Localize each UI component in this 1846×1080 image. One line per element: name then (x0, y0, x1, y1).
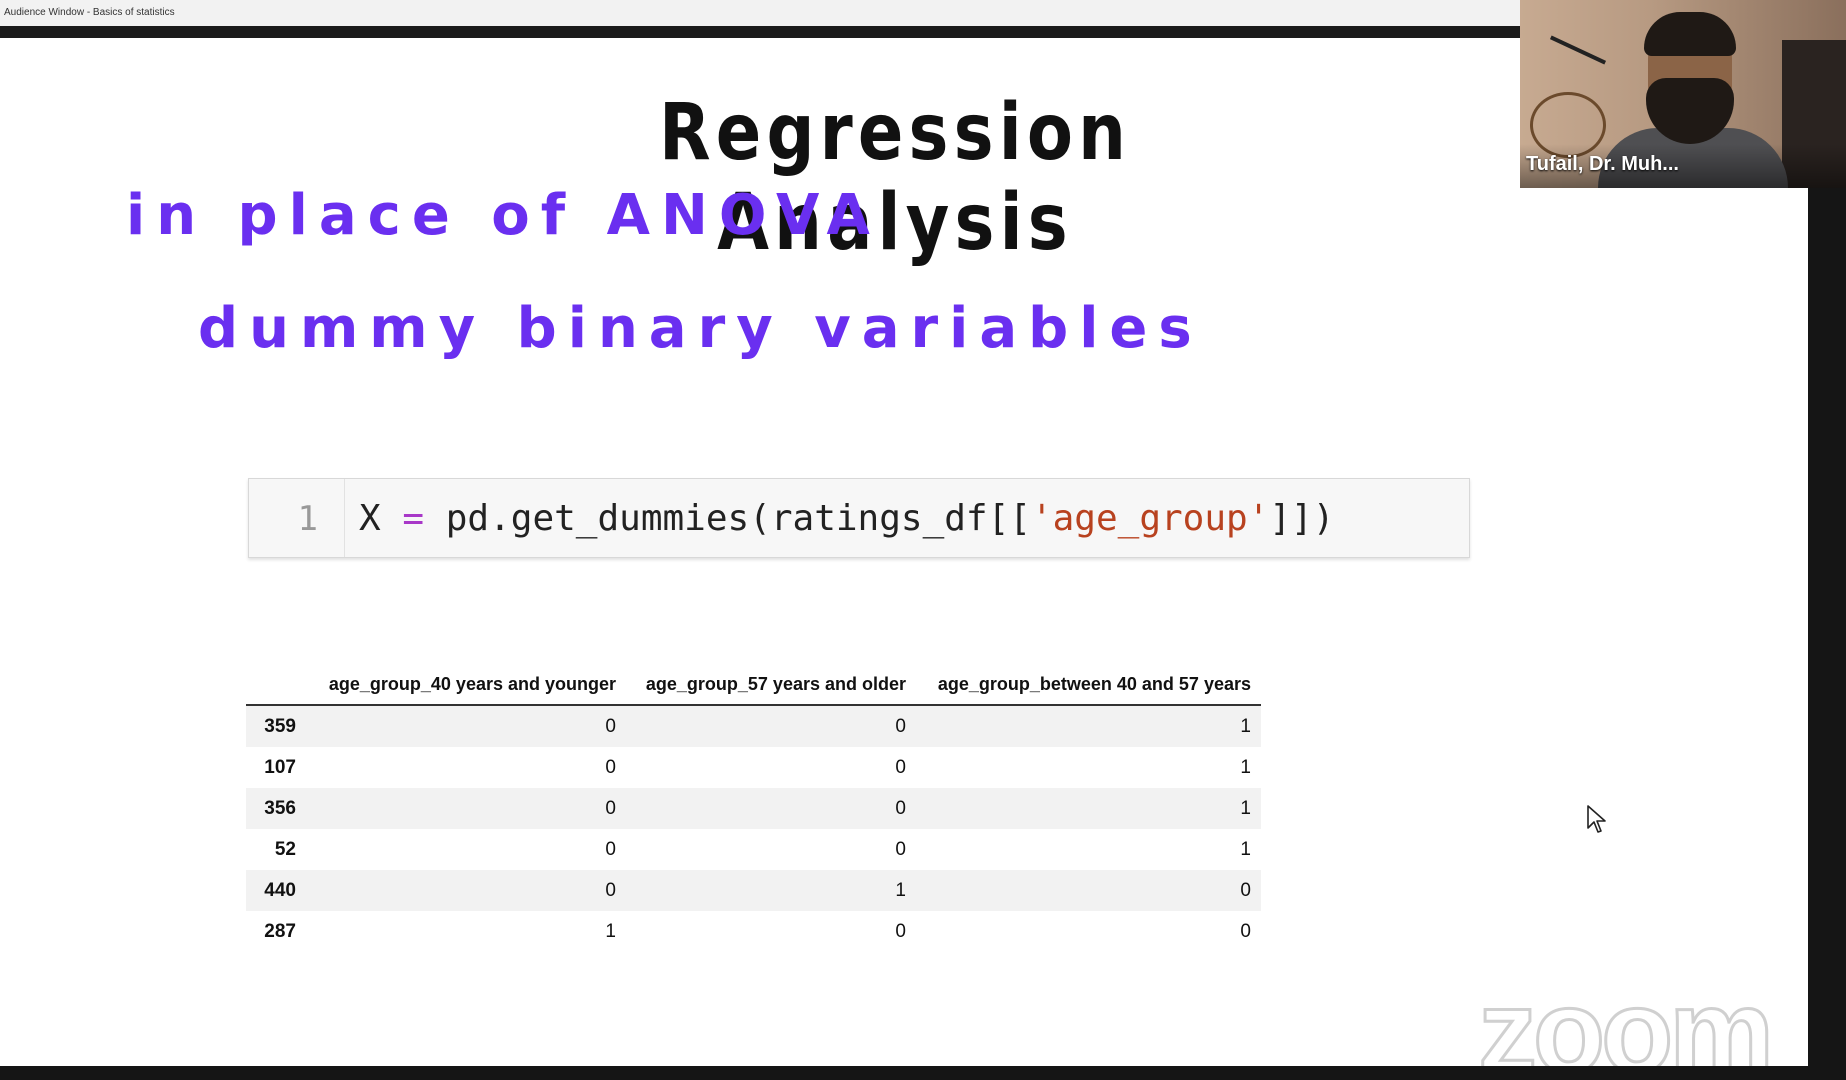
video-chair (1530, 92, 1606, 158)
table-cell: 1 (1240, 797, 1251, 819)
row-index: 52 (274, 838, 296, 860)
code-cell: 1 X = pd.get_dummies(ratings_df[['age_gr… (248, 478, 1470, 558)
table-cell: 0 (1240, 879, 1251, 901)
table-cell: 0 (605, 838, 616, 860)
table-row: 356 0 0 1 (246, 788, 1261, 829)
participant-video-tile[interactable]: Tufail, Dr. Muh... (1520, 0, 1846, 188)
table-cell: 1 (895, 879, 906, 901)
table-cell: 0 (605, 715, 616, 737)
table-cell: 1 (605, 920, 616, 942)
mouse-pointer-icon (1587, 805, 1606, 833)
slide-subtitle-dummy: dummy binary variables (198, 296, 1203, 361)
line-number: 1 (249, 479, 345, 557)
index-header (246, 664, 306, 706)
column-header: age_group_between 40 and 57 years (916, 664, 1261, 706)
code-close: ]]) (1269, 498, 1335, 539)
table-cell: 0 (605, 879, 616, 901)
row-index: 107 (264, 756, 296, 778)
toolbar-band (0, 26, 1520, 38)
table-cell: 0 (895, 797, 906, 819)
zoom-logo: zoom (1476, 966, 1775, 1067)
row-index: 356 (264, 797, 296, 819)
table-cell: 0 (605, 797, 616, 819)
table-cell: 0 (895, 838, 906, 860)
dataframe-output: age_group_40 years and younger age_group… (246, 664, 1261, 952)
row-index: 359 (264, 715, 296, 737)
participant-name: Tufail, Dr. Muh... (1526, 153, 1679, 175)
window-title: Audience Window - Basics of statistics (0, 0, 1520, 26)
table-row: 107 0 0 1 (246, 747, 1261, 788)
name-overlay (1520, 144, 1846, 188)
code-string: 'age_group' (1030, 498, 1270, 539)
video-window-frame (1782, 40, 1846, 188)
code-var: X (359, 498, 381, 539)
table-cell: 0 (1240, 920, 1251, 942)
table-header-row: age_group_40 years and younger age_group… (246, 664, 1261, 706)
slide-title: Regression Analysis (658, 88, 1132, 268)
slide-subtitle-anova: in place of ANOVA (126, 183, 881, 248)
table-cell: 0 (895, 920, 906, 942)
shared-slide: Regression Analysis in place of ANOVA du… (0, 38, 1808, 1066)
code-call: pd.get_dummies(ratings_df[[ (445, 498, 1031, 539)
code-line: X = pd.get_dummies(ratings_df[['age_grou… (359, 479, 1334, 559)
table-cell: 0 (605, 756, 616, 778)
table-row: 287 1 0 0 (246, 911, 1261, 952)
table-cell: 1 (1240, 715, 1251, 737)
row-index: 287 (264, 920, 296, 942)
table-cell: 0 (895, 715, 906, 737)
table-cell: 1 (1240, 756, 1251, 778)
bottom-edge-bar (0, 1066, 1846, 1080)
table-row: 359 0 0 1 (246, 705, 1261, 747)
row-index: 440 (264, 879, 296, 901)
table-cell: 1 (1240, 838, 1251, 860)
column-header: age_group_57 years and older (626, 664, 916, 706)
table-row: 440 0 1 0 (246, 870, 1261, 911)
column-header: age_group_40 years and younger (306, 664, 626, 706)
participant-hair (1644, 12, 1736, 56)
table-cell: 0 (895, 756, 906, 778)
table-row: 52 0 0 1 (246, 829, 1261, 870)
code-operator: = (402, 498, 425, 539)
